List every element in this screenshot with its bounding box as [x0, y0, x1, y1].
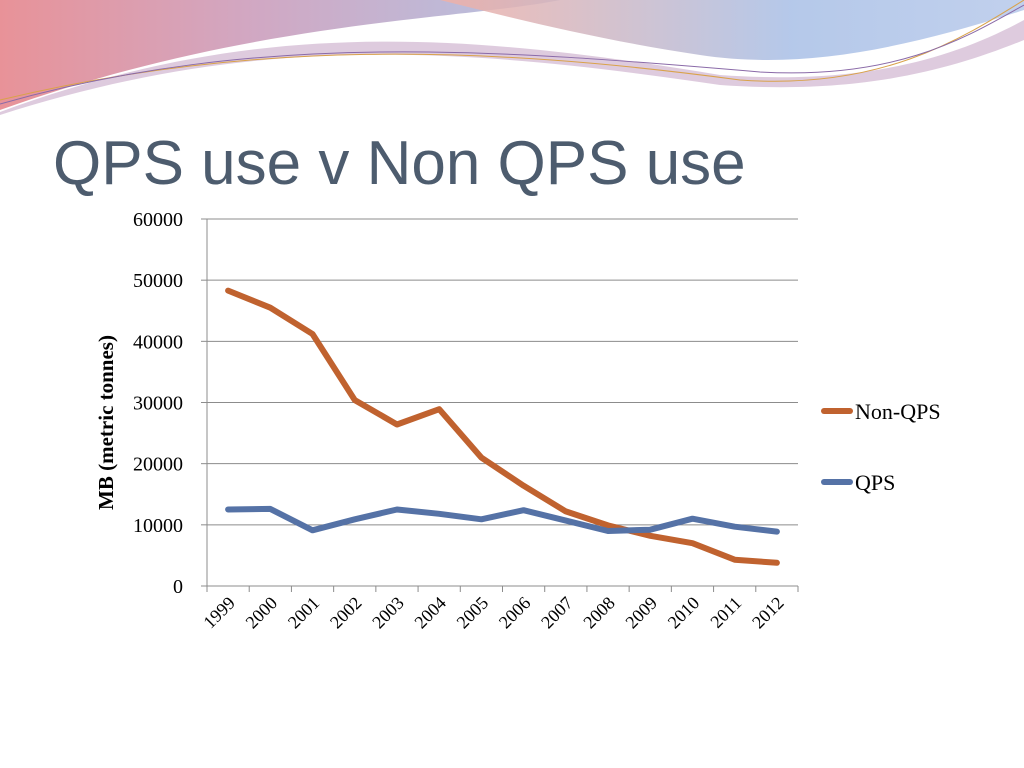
x-tick-label: 2008: [579, 593, 619, 633]
data-point: [563, 518, 569, 524]
y-tick-label: 60000: [133, 209, 183, 231]
slide-title: QPS use v Non QPS use: [53, 129, 746, 198]
data-point: [732, 524, 738, 530]
x-tick-label: 2012: [748, 593, 788, 633]
data-point: [689, 540, 695, 546]
x-tick-label: 2001: [284, 593, 324, 633]
data-point: [394, 507, 400, 513]
data-point: [267, 305, 273, 311]
x-tick-label: 2011: [706, 593, 745, 632]
data-point: [436, 406, 442, 412]
x-tick-label: 2003: [368, 593, 408, 633]
series-line-non-qps: [225, 287, 780, 566]
x-tick-label: 1999: [199, 593, 239, 633]
series-line-qps: [225, 505, 780, 535]
data-point: [774, 529, 780, 535]
y-axis-label: MB (metric tonnes): [94, 335, 118, 510]
data-point: [647, 527, 653, 533]
header-wave-decoration: [0, 0, 1024, 115]
y-tick-label: 10000: [133, 515, 183, 537]
y-tick-label: 20000: [133, 454, 183, 476]
data-point: [225, 507, 231, 513]
x-tick-label: 2000: [242, 593, 282, 633]
legend-label: QPS: [855, 470, 895, 495]
x-tick-label: 2002: [326, 593, 366, 633]
x-tick-label: 2006: [495, 593, 535, 633]
data-point: [478, 516, 484, 522]
data-point: [605, 522, 611, 528]
x-tick-label: 2009: [621, 593, 661, 633]
data-point: [521, 483, 527, 489]
data-point: [732, 557, 738, 563]
data-point: [310, 527, 316, 533]
x-tick-label: 2005: [453, 593, 493, 633]
data-point: [352, 397, 358, 403]
data-point: [394, 422, 400, 428]
data-point: [605, 528, 611, 534]
data-point: [689, 516, 695, 522]
y-tick-label: 0: [173, 576, 183, 598]
data-point: [774, 560, 780, 566]
y-tick-label: 30000: [133, 393, 183, 415]
data-point: [225, 288, 231, 294]
data-point: [436, 511, 442, 517]
data-point: [267, 506, 273, 512]
data-point: [352, 516, 358, 522]
y-tick-label: 40000: [133, 331, 183, 353]
y-tick-label: 50000: [133, 270, 183, 292]
data-point: [563, 508, 569, 514]
x-tick-label: 2010: [664, 593, 704, 633]
data-point: [521, 507, 527, 513]
x-tick-label: 2004: [410, 593, 450, 633]
data-point: [647, 533, 653, 539]
legend-label: Non-QPS: [855, 399, 941, 424]
data-point: [310, 331, 316, 337]
data-point: [478, 455, 484, 461]
x-tick-label: 2007: [537, 593, 577, 633]
